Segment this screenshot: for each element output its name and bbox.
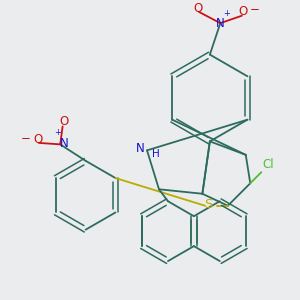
Text: N: N <box>216 17 225 30</box>
Text: +: + <box>224 9 230 18</box>
Text: O: O <box>33 133 43 146</box>
Text: O: O <box>194 2 203 15</box>
Text: N: N <box>59 137 68 150</box>
Text: O: O <box>60 116 69 128</box>
Text: N: N <box>136 142 145 155</box>
Text: Cl: Cl <box>262 158 274 171</box>
Text: S: S <box>204 198 212 211</box>
Text: −: − <box>250 3 260 16</box>
Text: +: + <box>54 128 61 137</box>
Text: H: H <box>152 149 159 159</box>
Text: O: O <box>238 5 248 18</box>
Text: −: − <box>21 132 31 145</box>
